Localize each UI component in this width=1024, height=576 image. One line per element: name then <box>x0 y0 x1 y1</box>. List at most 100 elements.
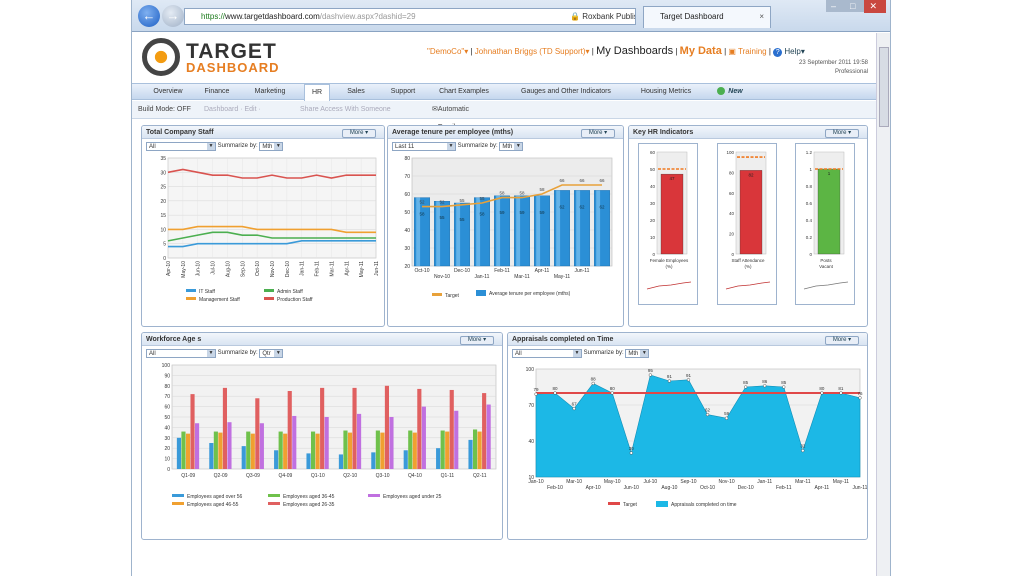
certificate-label[interactable]: 🔒 Roxbank Publishing Ltd [GB] ⟳ ✕ <box>570 12 635 21</box>
tab-support[interactable]: Support <box>390 88 416 95</box>
back-arrow-icon[interactable]: ← <box>138 5 160 27</box>
maximize-icon[interactable]: □ <box>845 0 865 12</box>
y-tick-label: 40 <box>164 425 170 431</box>
y-tick-label: 50 <box>650 167 656 172</box>
bar <box>477 431 482 469</box>
more-button[interactable]: More ▾ <box>825 129 859 138</box>
scrollbar-thumb[interactable] <box>879 47 889 127</box>
panel-title: Key HR Indicators <box>629 126 867 139</box>
x-tick-label: Nov-10 <box>434 274 450 280</box>
address-bar[interactable]: https://www.targetdashboard.com/dashview… <box>184 8 636 25</box>
y-tick-label: 80 <box>164 384 170 390</box>
legend-swatch <box>608 502 620 505</box>
y-tick-label: 1 <box>809 167 812 172</box>
summarize-select[interactable]: Qtr ▼ <box>259 349 284 358</box>
tab-overview[interactable]: Overview <box>153 88 183 95</box>
x-tick-label: Apr-11 <box>535 268 550 274</box>
bar-highlight <box>576 190 581 266</box>
bar <box>343 430 348 469</box>
tab-gauges[interactable]: Gauges and Other Indicators <box>521 88 611 95</box>
y-tick-label: 40 <box>404 228 410 234</box>
legend-label: Employees aged 46-55 <box>187 502 239 508</box>
y-tick-label: 70 <box>164 394 170 400</box>
y-tick-label: 30 <box>164 436 170 442</box>
more-button[interactable]: More ▾ <box>581 129 615 138</box>
y-tick-label: 0 <box>652 252 655 257</box>
period-select[interactable]: All ▼ <box>146 142 216 151</box>
tab-finance[interactable]: Finance <box>204 88 230 95</box>
tab-housing-metrics[interactable]: Housing Metrics <box>640 88 692 95</box>
minimize-icon[interactable]: – <box>826 0 846 12</box>
kpi-card-vacancies[interactable]: 0 0.2 0.4 0.6 0.8 1 1.2 1 Posts Vacant <box>795 143 855 305</box>
summarize-select[interactable]: Mth ▼ <box>499 142 524 151</box>
more-button[interactable]: More ▾ <box>825 336 859 345</box>
bar <box>324 417 329 469</box>
bar <box>259 423 264 469</box>
x-tick-label: Feb-11 <box>776 485 792 491</box>
target-line <box>422 184 602 208</box>
close-window-icon[interactable]: ✕ <box>864 0 886 13</box>
x-tick-label: Sep-10 <box>680 479 696 485</box>
data-label: 80 <box>610 386 616 391</box>
data-point <box>839 391 843 395</box>
help-link[interactable]: ? Help▾ <box>773 47 805 57</box>
bar <box>246 431 251 469</box>
vertical-scrollbar[interactable] <box>876 33 890 576</box>
legend-label: IT Staff <box>199 289 216 295</box>
legend-swatch <box>268 502 280 505</box>
forward-arrow-icon[interactable]: → <box>162 5 184 27</box>
logo[interactable]: TARGET DASHBOARD <box>142 38 292 78</box>
y-tick-label: 30 <box>650 201 656 206</box>
data-point <box>705 412 710 417</box>
tab-marketing[interactable]: Marketing <box>254 88 286 95</box>
y-tick-label: 60 <box>650 150 656 155</box>
tab-new[interactable]: New <box>712 84 748 100</box>
bar <box>421 406 426 469</box>
legend-label: Production Staff <box>277 297 313 303</box>
my-data-link[interactable]: My Data <box>679 45 722 57</box>
y-tick-label: 15 <box>160 213 166 219</box>
summarize-select[interactable]: Mth ▼ <box>259 142 284 151</box>
dashboard-menu[interactable]: Dashboard · Edit · <box>204 106 261 113</box>
x-tick-label: Jan-11 <box>475 274 490 280</box>
bar-value-label: 62 <box>579 204 585 209</box>
x-tick-label: Apr-10 <box>586 485 601 491</box>
legend-label: Average tenure per employee (mths) <box>489 291 571 297</box>
dropdown-arrow-icon: ▼ <box>514 143 523 150</box>
filter-row: Last 11 ▼ Summarize by: Mth ▼ <box>392 142 524 151</box>
bar <box>454 410 459 469</box>
share-access-button[interactable]: Share Access With Someone <box>300 106 391 113</box>
data-label: 86 <box>762 379 768 384</box>
y-tick-label: 70 <box>404 174 410 180</box>
kpi-card-female[interactable]: 0 10 20 30 40 50 60 47 Female Employees (%) <box>638 143 698 305</box>
browser-tab[interactable]: Target Dashboard × <box>643 6 771 28</box>
data-label: 85 <box>743 380 749 385</box>
y-tick-label: 20 <box>160 199 166 205</box>
tab-close-icon[interactable]: × <box>759 12 764 21</box>
legend-label: Target <box>445 293 460 299</box>
x-tick-label: Oct-10 <box>700 485 715 491</box>
y-tick-label: 50 <box>164 415 170 421</box>
target-value-label: 58 <box>499 191 505 196</box>
summarize-select[interactable]: Mth ▼ <box>625 349 650 358</box>
tab-chart-examples[interactable]: Chart Examples <box>439 88 489 95</box>
more-button[interactable]: More ▾ <box>342 129 376 138</box>
period-select[interactable]: Last 11 ▼ <box>392 142 456 151</box>
tab-sales[interactable]: Sales <box>347 88 365 95</box>
x-tick-label: Dec-10 <box>285 261 291 277</box>
my-dashboards-link[interactable]: My Dashboards <box>596 45 674 57</box>
tab-hr[interactable]: HR <box>304 84 330 101</box>
kpi-card-attendance[interactable]: 0 20 40 60 80 100 82 Staff Attendance (%) <box>717 143 777 305</box>
user-link[interactable]: Johnathan Briggs (TD Support)▾ <box>474 47 590 56</box>
build-mode-toggle[interactable]: Build Mode: OFF <box>138 106 191 113</box>
automatic-emails-button[interactable]: ✉ Automatic Emails <box>432 106 469 131</box>
period-select[interactable]: All ▼ <box>512 349 582 358</box>
more-button[interactable]: More ▾ <box>460 336 494 345</box>
company-link[interactable]: "DemoCo"▾ <box>427 47 469 56</box>
target-value-label: 58 <box>539 187 545 192</box>
training-link[interactable]: ▣ Training <box>728 47 767 56</box>
x-tick-label: Oct-10 <box>255 261 261 276</box>
period-select[interactable]: All ▼ <box>146 349 216 358</box>
y-tick-label: 5 <box>163 242 166 248</box>
